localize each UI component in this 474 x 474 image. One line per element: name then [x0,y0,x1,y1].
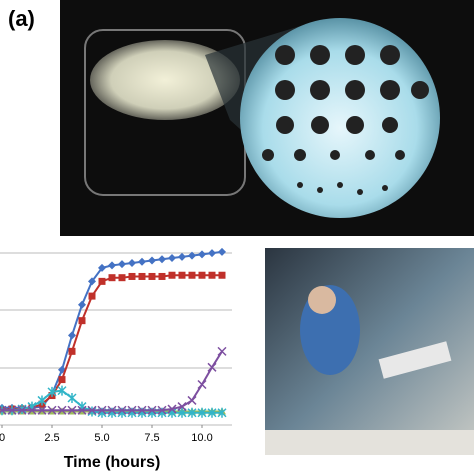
grid [0,252,232,426]
marker [17,404,27,415]
marker [128,272,136,280]
marker [87,406,97,417]
marker [197,379,207,390]
marker [7,405,17,415]
marker [98,263,106,272]
marker [168,271,176,279]
marker [108,274,116,282]
marker [127,405,137,415]
marker [17,405,27,415]
marker [88,277,96,286]
marker [188,251,196,260]
marker [97,405,107,415]
marker [107,405,117,415]
panel-label: (a) [8,6,35,31]
marker [37,405,47,415]
marker [217,346,227,356]
marker [168,254,176,263]
marker [148,256,156,265]
marker [147,405,157,415]
x-tick-label: 0 [0,432,5,444]
marker [68,331,76,340]
marker [78,300,86,309]
marker [177,402,187,412]
x-axis-label: Time (hours) [64,454,161,471]
marker [198,250,206,259]
series-line [2,350,223,412]
marker [158,255,166,264]
marker [47,405,57,415]
marker [187,395,197,405]
marker [178,252,186,261]
marker [118,260,126,269]
marker [167,404,177,414]
marker [197,407,207,418]
marker [207,362,217,372]
marker [57,405,67,415]
marker [187,407,197,418]
marker [87,405,97,415]
marker [217,407,227,418]
marker [68,347,76,355]
marker [138,257,146,266]
marker [58,376,66,384]
marker [178,271,186,279]
marker [218,271,226,279]
marker [157,405,167,415]
marker [128,258,136,267]
marker [198,271,206,279]
marker [148,272,156,280]
marker [57,385,67,396]
marker [98,277,106,285]
marker [138,272,146,280]
marker [118,274,126,282]
x-tick-label: 5.0 [94,432,109,444]
marker [207,407,217,418]
marker [88,292,96,300]
marker [77,405,87,415]
photo-plate [60,0,474,236]
x-tick-label: 7.5 [144,432,159,444]
marker [208,249,216,258]
series-line [1,274,222,412]
marker [108,261,116,270]
marker [27,405,37,415]
marker [67,405,77,415]
marker [158,272,166,280]
marker [218,247,226,256]
marker [208,271,216,279]
marker [78,317,86,325]
marker [47,386,57,397]
marker [188,271,196,279]
x-tick-label: 2.5 [44,432,59,444]
marker [67,392,77,403]
photo-lab [265,248,474,455]
marker [0,405,7,415]
marker [117,405,127,415]
marker [37,395,47,406]
x-tick-label: 10.0 [191,432,212,444]
marker [137,405,147,415]
